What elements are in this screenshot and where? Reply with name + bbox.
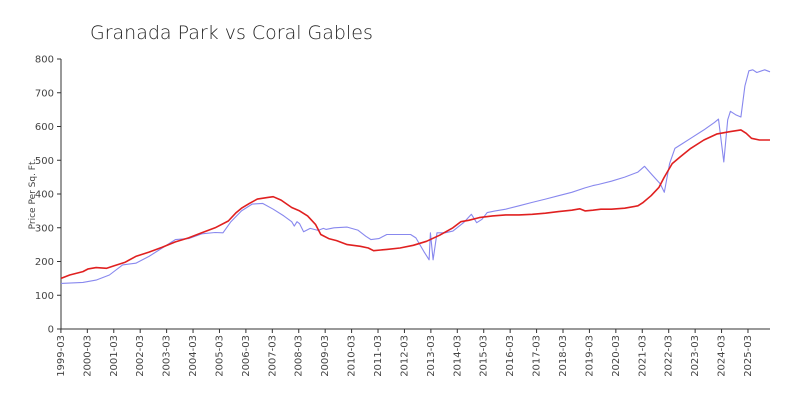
y-axis-ticks: 0 100 200 300 400 500 600 700 800	[35, 55, 61, 336]
x-tick-label: 2014-03	[452, 335, 463, 377]
x-tick-label: 2013-03	[426, 335, 437, 377]
x-tick-label: 2009-03	[320, 335, 331, 377]
y-tick-label: 400	[35, 190, 54, 201]
x-tick-label: 2024-03	[717, 335, 728, 377]
y-tick-label: 200	[35, 257, 54, 268]
x-tick-label: 2020-03	[611, 335, 622, 377]
x-tick-label: 2000-03	[82, 335, 93, 377]
x-tick-label: 2001-03	[109, 335, 120, 377]
y-tick-label: 0	[48, 325, 54, 336]
x-tick-label: 2025-03	[743, 335, 754, 377]
x-axis-ticks: 1999-03 2000-03 2001-03 2002-03 2003-03 2004-…	[56, 329, 754, 377]
y-tick-label: 600	[35, 122, 54, 133]
series-line-granada-park	[60, 69, 771, 284]
x-tick-label: 2006-03	[241, 335, 252, 377]
x-tick-label: 1999-03	[56, 335, 67, 377]
y-tick-label: 300	[35, 223, 54, 234]
x-tick-label: 2010-03	[347, 335, 358, 377]
x-tick-label: 2012-03	[399, 335, 410, 377]
x-tick-label: 2016-03	[505, 335, 516, 377]
x-tick-label: 2003-03	[162, 335, 173, 377]
x-tick-label: 2017-03	[532, 335, 543, 377]
x-tick-label: 2015-03	[479, 335, 490, 377]
x-tick-label: 2021-03	[637, 335, 648, 377]
series-line-coral-gables	[60, 129, 770, 280]
y-tick-label: 500	[35, 156, 54, 167]
y-axis-label: Price Per Sq. Ft.	[28, 159, 38, 230]
y-tick-label: 800	[35, 55, 54, 66]
x-tick-label: 2018-03	[558, 335, 569, 377]
x-tick-label: 2019-03	[584, 335, 595, 377]
x-tick-label: 2023-03	[690, 335, 701, 377]
x-tick-label: 2004-03	[188, 335, 199, 377]
series-lines	[60, 69, 771, 284]
chart-title: Granada Park vs Coral Gables	[90, 22, 373, 44]
x-tick-label: 2022-03	[664, 335, 675, 377]
x-tick-label: 2005-03	[214, 335, 225, 377]
x-tick-label: 2002-03	[135, 335, 146, 377]
axes	[60, 59, 770, 330]
x-tick-label: 2007-03	[267, 335, 278, 377]
x-tick-label: 2011-03	[373, 335, 384, 377]
x-tick-label: 2008-03	[294, 335, 305, 377]
y-tick-label: 100	[35, 291, 54, 302]
y-tick-label: 700	[35, 88, 54, 99]
